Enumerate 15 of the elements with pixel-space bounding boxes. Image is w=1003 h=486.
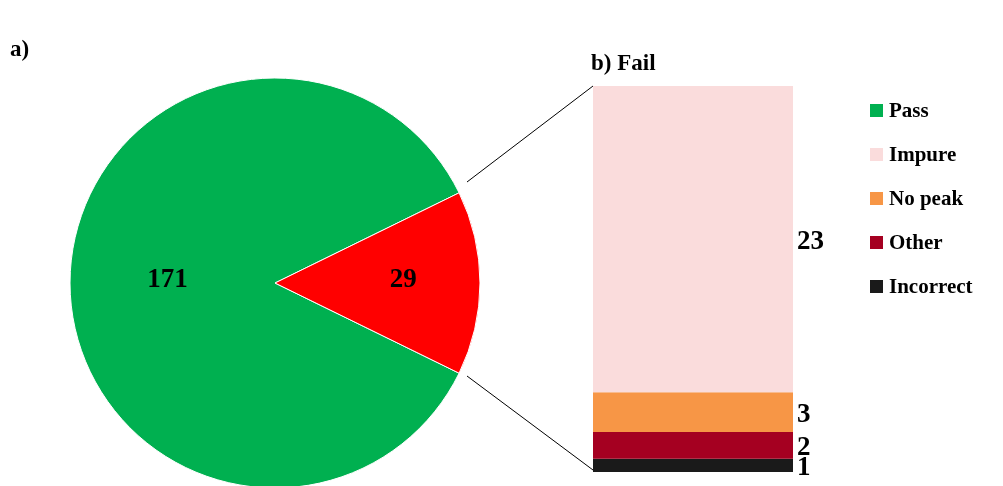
- data-label: 3: [797, 397, 811, 428]
- legend-label: Incorrect: [889, 273, 973, 299]
- data-label: 29: [389, 263, 417, 293]
- legend-label: Impure: [889, 141, 957, 167]
- chart-title: b) Fail: [591, 50, 656, 76]
- bar: [593, 392, 793, 433]
- data-label: 171: [147, 263, 188, 293]
- chart-title: a): [10, 36, 30, 62]
- data-label: 23: [797, 224, 824, 255]
- legend-label: Pass: [889, 97, 929, 123]
- bar: [593, 86, 793, 393]
- legend-label: Other: [889, 229, 943, 255]
- legend-label: No peak: [889, 185, 964, 211]
- bar: [593, 458, 793, 472]
- bar: [593, 432, 793, 459]
